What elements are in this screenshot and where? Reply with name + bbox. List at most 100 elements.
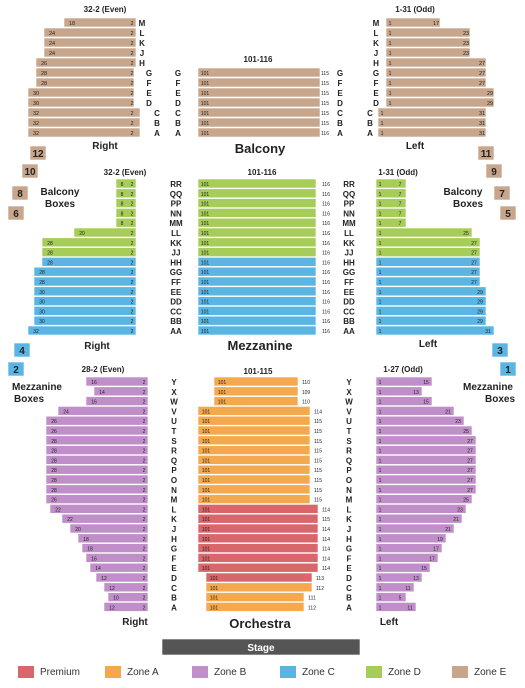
orch-center-row-G[interactable]	[197, 543, 319, 553]
balcony-right-row-L[interactable]	[43, 27, 137, 38]
mezz-right-row-AA[interactable]	[27, 325, 137, 336]
orch-right-row-E[interactable]	[89, 562, 149, 573]
balcony-right-row-B[interactable]	[27, 117, 141, 128]
orch-center-row-E[interactable]	[197, 562, 319, 573]
orch-center-row-Y[interactable]	[213, 376, 299, 387]
orch-left-row-P[interactable]	[375, 464, 477, 475]
mezz-right-row-EE[interactable]	[33, 286, 137, 297]
orch-right-row-D[interactable]	[95, 572, 149, 583]
balcony-left-row-E[interactable]	[385, 87, 495, 98]
mezz-left-row-QQ[interactable]	[375, 188, 407, 199]
orch-left-row-Q[interactable]	[375, 455, 477, 465]
mezz-left-row-EE[interactable]	[375, 286, 487, 297]
balcony-right-row-J[interactable]	[43, 47, 137, 58]
mezz-right-row-GG[interactable]	[33, 266, 137, 277]
mezz-left-row-PP[interactable]	[375, 198, 407, 208]
mezz-right-row-NN[interactable]	[115, 208, 137, 218]
mezz-center-row-GG[interactable]	[197, 266, 317, 277]
mezz-left-row-LL[interactable]	[375, 227, 473, 238]
box-3[interactable]	[491, 342, 509, 358]
orch-right-row-Q[interactable]	[45, 455, 149, 465]
orch-right-row-J[interactable]	[69, 523, 149, 534]
orch-left-row-E[interactable]	[375, 562, 431, 573]
balcony-center-row-B[interactable]	[197, 117, 321, 128]
mezz-center-row-MM[interactable]	[197, 217, 317, 228]
orch-left-row-T[interactable]	[375, 425, 473, 436]
balcony-center-row-C[interactable]	[197, 107, 321, 118]
balcony-left-row-C[interactable]	[377, 107, 487, 118]
balcony-left-row-G[interactable]	[385, 67, 487, 78]
box-6[interactable]	[7, 205, 25, 221]
orch-left-row-S[interactable]	[375, 435, 477, 446]
mezz-left-row-DD[interactable]	[375, 296, 487, 306]
mezz-center-row-PP[interactable]	[197, 198, 317, 208]
mezz-left-row-AA[interactable]	[375, 325, 495, 336]
orch-center-row-D[interactable]	[205, 572, 313, 583]
balcony-center-row-D[interactable]	[197, 97, 321, 108]
orch-right-row-O[interactable]	[45, 474, 149, 485]
orch-right-row-V[interactable]	[57, 406, 149, 416]
balcony-center-row-F[interactable]	[197, 77, 321, 88]
mezz-center-row-NN[interactable]	[197, 208, 317, 218]
orch-left-row-G[interactable]	[375, 543, 443, 553]
mezz-center-row-HH[interactable]	[197, 257, 317, 267]
balcony-right-row-C[interactable]	[27, 107, 141, 118]
orch-right-row-P[interactable]	[45, 464, 149, 475]
orch-right-row-G[interactable]	[81, 543, 149, 553]
orch-right-row-M[interactable]	[45, 494, 149, 504]
orch-center-row-F[interactable]	[197, 553, 319, 563]
orch-left-row-O[interactable]	[375, 474, 477, 485]
mezz-right-row-QQ[interactable]	[115, 188, 137, 199]
balcony-left-row-M[interactable]	[385, 17, 441, 28]
orch-center-row-V[interactable]	[197, 406, 311, 416]
orch-center-row-A[interactable]	[205, 602, 305, 612]
mezz-right-row-CC[interactable]	[33, 306, 137, 316]
box-10[interactable]	[21, 163, 39, 179]
orch-right-row-A[interactable]	[103, 602, 149, 612]
orch-left-row-F[interactable]	[375, 553, 439, 563]
orch-right-row-X[interactable]	[93, 386, 149, 397]
mezz-center-row-EE[interactable]	[197, 286, 317, 297]
balcony-right-row-D[interactable]	[27, 97, 135, 108]
orch-center-row-W[interactable]	[213, 396, 299, 406]
mezz-left-row-KK[interactable]	[375, 237, 481, 248]
mezz-left-row-RR[interactable]	[375, 178, 407, 189]
mezz-center-row-AA[interactable]	[197, 325, 317, 336]
orch-right-row-L[interactable]	[49, 504, 149, 514]
balcony-center-row-A[interactable]	[197, 127, 321, 138]
mezz-right-row-BB[interactable]	[33, 315, 137, 326]
mezz-left-row-CC[interactable]	[375, 306, 487, 316]
mezz-center-row-QQ[interactable]	[197, 188, 317, 199]
box-9[interactable]	[485, 163, 503, 179]
orch-right-row-U[interactable]	[45, 415, 149, 426]
balcony-center-row-G[interactable]	[197, 67, 321, 78]
box-11[interactable]	[477, 145, 495, 161]
mezz-center-row-FF[interactable]	[197, 276, 317, 287]
mezz-center-row-CC[interactable]	[197, 306, 317, 316]
orch-left-row-M[interactable]	[375, 494, 473, 504]
orch-center-row-H[interactable]	[197, 533, 319, 544]
balcony-left-row-H[interactable]	[385, 57, 487, 68]
mezz-right-row-FF[interactable]	[33, 276, 137, 287]
mezz-center-row-RR[interactable]	[197, 178, 317, 189]
mezz-right-row-HH[interactable]	[41, 257, 137, 267]
orch-left-row-L[interactable]	[375, 504, 467, 514]
box-12[interactable]	[29, 145, 47, 161]
box-8[interactable]	[11, 185, 29, 201]
balcony-left-row-D[interactable]	[385, 97, 495, 108]
orch-left-row-H[interactable]	[375, 533, 447, 544]
mezz-left-row-NN[interactable]	[375, 208, 407, 218]
orch-center-row-U[interactable]	[197, 415, 311, 426]
orch-center-row-R[interactable]	[197, 445, 311, 455]
mezz-center-row-LL[interactable]	[197, 227, 317, 238]
orch-left-row-U[interactable]	[375, 415, 465, 426]
orch-left-row-X[interactable]	[375, 386, 423, 397]
orch-center-row-B[interactable]	[205, 592, 305, 602]
balcony-right-row-H[interactable]	[35, 57, 137, 68]
mezz-right-row-RR[interactable]	[115, 178, 137, 189]
mezz-center-row-DD[interactable]	[197, 296, 317, 306]
mezz-right-row-JJ[interactable]	[41, 247, 137, 257]
balcony-right-row-A[interactable]	[27, 127, 141, 138]
orch-left-row-D[interactable]	[375, 572, 423, 583]
mezz-right-row-MM[interactable]	[115, 217, 137, 228]
